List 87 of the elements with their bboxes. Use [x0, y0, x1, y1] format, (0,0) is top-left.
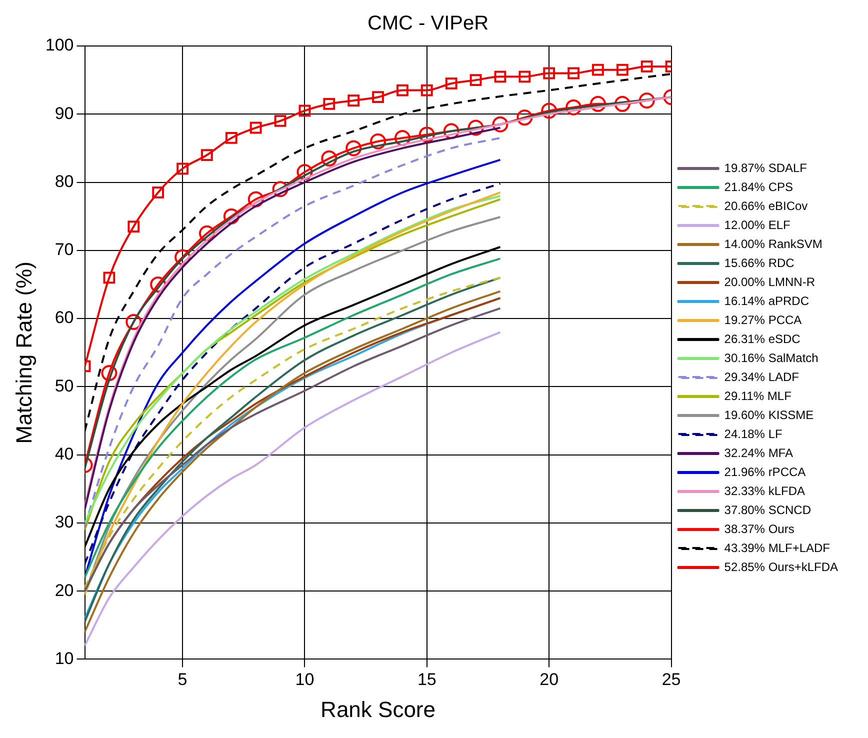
legend-label: 12.00% ELF [724, 218, 790, 232]
legend-label: 16.14% aPRDC [724, 294, 810, 308]
legend-label: 26.31% eSDC [724, 332, 801, 346]
point [176, 162, 188, 175]
line-series [84, 331, 502, 647]
y-tick-label: 20 [54, 580, 74, 600]
point [494, 70, 506, 83]
point [152, 186, 164, 198]
point [590, 96, 606, 112]
x-axis-title: Rank Score [320, 696, 436, 722]
x-tick-label: 5 [178, 670, 188, 690]
point [443, 123, 460, 140]
x-tick-label: 20 [540, 670, 559, 690]
point [174, 249, 191, 266]
y-axis-title: Matching Rate (%) [11, 262, 36, 444]
y-tick-label: 70 [54, 240, 74, 260]
point [394, 130, 410, 146]
point [614, 96, 630, 112]
point [396, 84, 408, 96]
y-tick-label: 30 [54, 512, 74, 532]
legend-label: 19.87% SDALF [724, 160, 807, 175]
legend-label: 19.60% KISSME [724, 408, 814, 422]
x-tick-label: 10 [295, 670, 314, 690]
point [225, 132, 238, 144]
legend-label: 32.24% MFA [724, 446, 793, 460]
legend-label: 19.27% PCCA [724, 312, 802, 327]
point [223, 208, 240, 224]
point [346, 140, 362, 156]
legend-label: 24.18% LF [724, 426, 782, 441]
point [640, 60, 653, 72]
point [492, 116, 508, 132]
point [150, 276, 166, 292]
legend-label: 30.16% SalMatch [724, 350, 818, 365]
point [445, 78, 458, 90]
legend-label: 20.66% eBICov [724, 198, 808, 213]
legend-label: 32.33% kLFDA [724, 484, 805, 498]
point [103, 272, 116, 284]
point [274, 114, 286, 127]
x-tick-label: 25 [662, 670, 681, 690]
legend-label: 21.84% CPS [724, 180, 793, 194]
point [418, 126, 435, 143]
legend-label: 20.00% LMNN-R [724, 274, 816, 289]
point [372, 91, 384, 104]
legend-label: 21.96% rPCCA [724, 464, 806, 479]
x-tick-label: 15 [417, 670, 436, 690]
point [516, 110, 533, 126]
point [616, 64, 628, 76]
point [198, 225, 215, 242]
point [248, 191, 264, 208]
point [543, 67, 556, 80]
point [272, 181, 288, 198]
point [128, 220, 140, 233]
point [638, 92, 655, 109]
point [568, 67, 580, 80]
point [566, 99, 582, 116]
y-tick-label: 40 [54, 444, 74, 464]
point [296, 164, 313, 180]
y-tick-label: 100 [45, 36, 74, 55]
legend-label: 29.11% MLF [724, 388, 792, 403]
point [321, 150, 338, 166]
chart-title: CMC - VIPeR [367, 12, 489, 35]
y-tick-label: 90 [54, 104, 74, 123]
point [470, 74, 482, 86]
point [348, 94, 360, 106]
point [126, 314, 142, 330]
legend-label: 29.34% LADF [724, 370, 799, 384]
legend-label: 52.85% Ours+kLFDA [724, 560, 838, 574]
point [250, 122, 262, 134]
point [370, 133, 386, 150]
point [201, 149, 213, 161]
legend-label: 14.00% RankSVM [724, 236, 822, 251]
legend-label: 43.39% MLF+LADF [724, 540, 830, 555]
y-tick-label: 10 [54, 648, 74, 668]
point [468, 120, 484, 136]
y-tick-label: 80 [54, 172, 74, 191]
y-tick-label: 60 [54, 308, 74, 328]
point [518, 70, 531, 83]
point [541, 102, 558, 119]
point [298, 104, 311, 117]
legend-label: 15.66% RDC [724, 256, 795, 270]
legend-label: 38.37% Ours [724, 522, 794, 536]
point [101, 365, 118, 382]
point [420, 84, 433, 96]
point [323, 98, 336, 110]
legend-label: 37.80% SCNCD [724, 502, 812, 517]
point [592, 64, 604, 76]
y-tick-label: 50 [54, 376, 74, 396]
